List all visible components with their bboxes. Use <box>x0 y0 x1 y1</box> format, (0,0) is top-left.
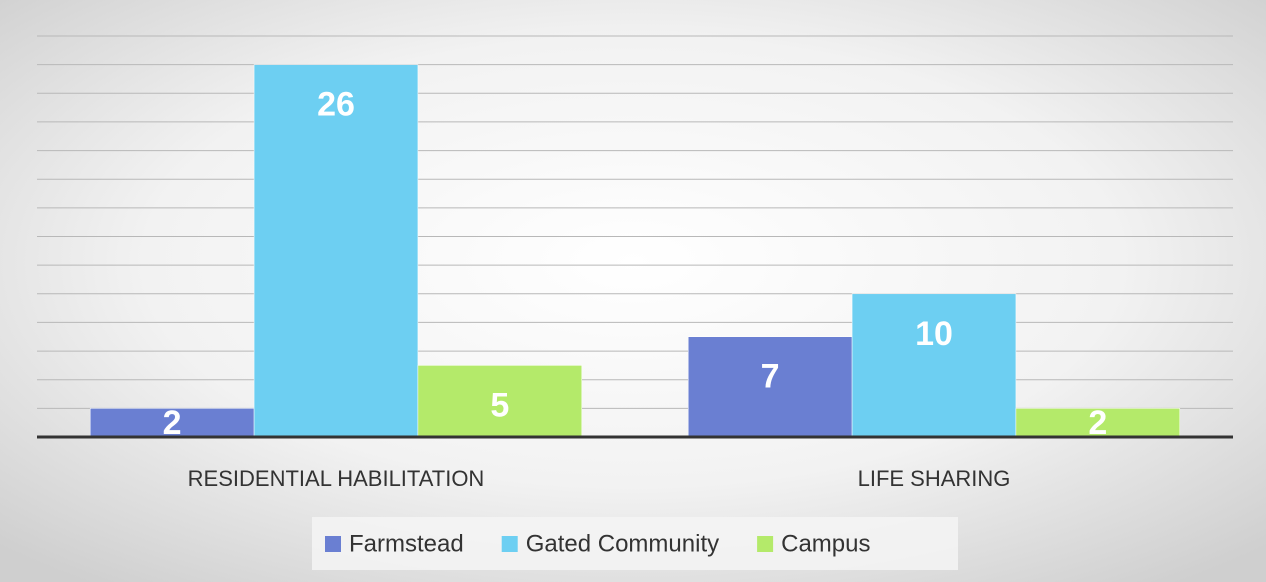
legend-box <box>312 517 958 570</box>
x-tick-label: RESIDENTIAL HABILITATION <box>188 466 485 491</box>
legend-swatch <box>325 536 341 552</box>
bar <box>1015 408 1181 438</box>
bar <box>253 64 419 438</box>
data-label: 2 <box>1088 404 1107 442</box>
legend-label: Campus <box>781 530 870 557</box>
legend-swatch <box>501 536 518 552</box>
data-label: 10 <box>915 315 953 353</box>
bar <box>417 365 583 438</box>
legend-label: Farmstead <box>349 530 464 557</box>
x-tick-label: LIFE SHARING <box>858 466 1011 491</box>
data-label: 26 <box>317 86 355 124</box>
bar <box>687 336 853 438</box>
data-label: 5 <box>490 386 509 424</box>
legend-swatch <box>757 536 774 552</box>
legend-label: Gated Community <box>526 530 719 557</box>
bar <box>851 293 1017 438</box>
data-label: 7 <box>761 358 780 396</box>
bar <box>89 408 255 438</box>
data-label: 2 <box>163 404 182 442</box>
